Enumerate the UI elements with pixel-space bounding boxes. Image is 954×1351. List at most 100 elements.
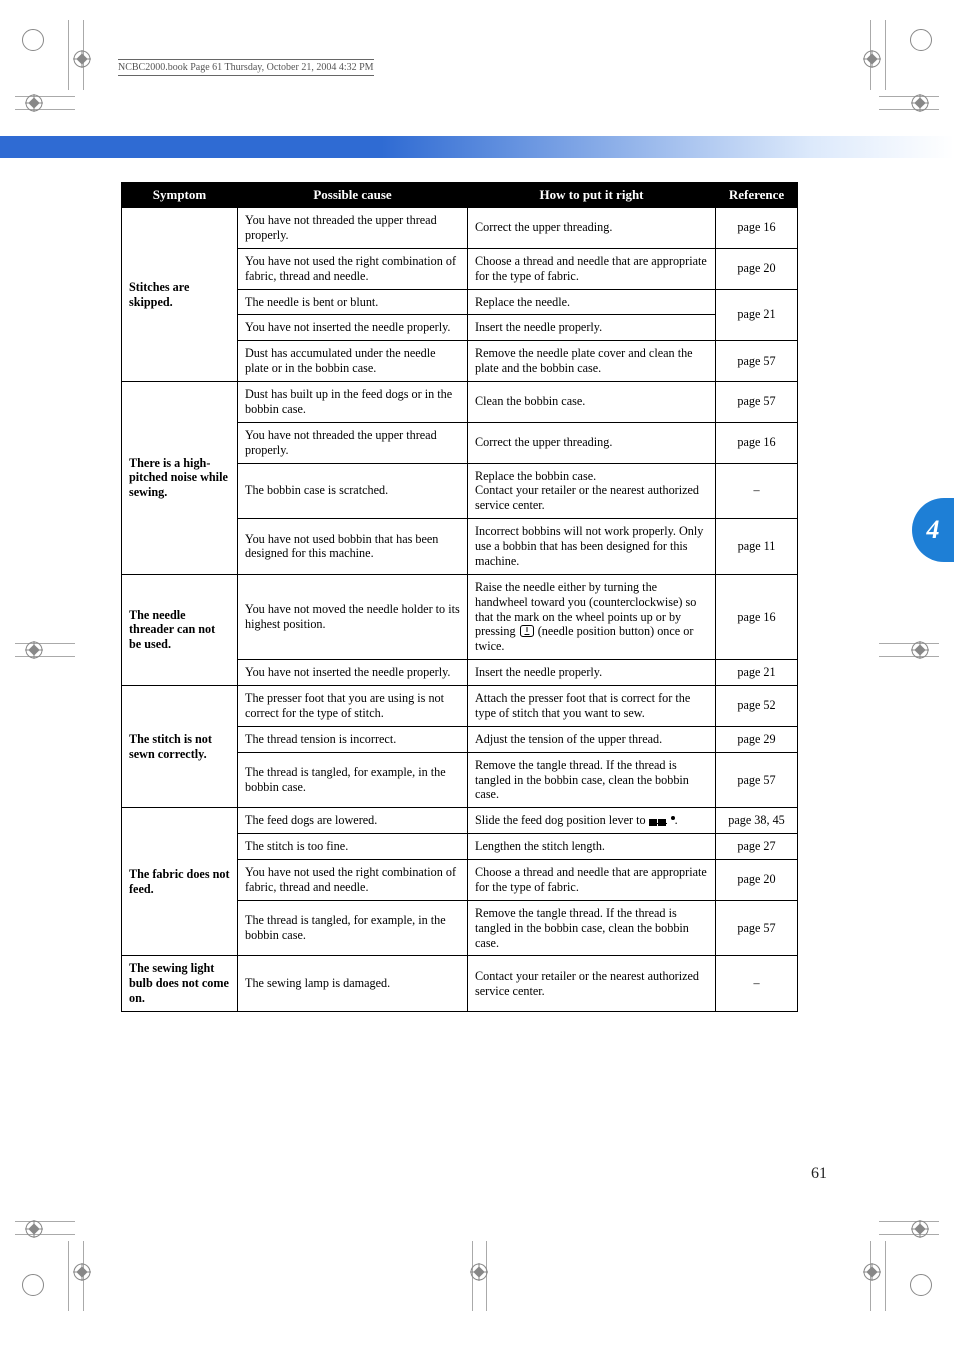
crop-rule — [885, 20, 886, 90]
cause-cell: You have not threaded the upper thread p… — [238, 422, 468, 463]
col-header-ref: Reference — [716, 183, 798, 208]
crop-target-icon — [911, 94, 929, 112]
crop-mark-br — [910, 1274, 932, 1301]
reference-cell: page 57 — [716, 752, 798, 808]
cause-cell: You have not used the right combination … — [238, 248, 468, 289]
crop-rule — [15, 96, 75, 97]
fix-cell: Adjust the tension of the upper thread. — [468, 726, 716, 752]
cause-cell: You have not used bobbin that has been d… — [238, 519, 468, 575]
reference-cell: page 16 — [716, 574, 798, 659]
reference-cell: page 16 — [716, 422, 798, 463]
crop-rule — [15, 1221, 75, 1222]
fix-cell: Choose a thread and needle that are appr… — [468, 860, 716, 901]
cause-cell: The stitch is too fine. — [238, 834, 468, 860]
troubleshooting-table: Symptom Possible cause How to put it rig… — [121, 182, 798, 1012]
page-number: 61 — [811, 1165, 827, 1183]
reference-cell: page 21 — [716, 289, 798, 341]
crop-mark-tr — [910, 29, 932, 56]
reference-cell: page 57 — [716, 382, 798, 423]
cause-cell: The needle is bent or blunt. — [238, 289, 468, 315]
fix-cell: Choose a thread and needle that are appr… — [468, 248, 716, 289]
table-row: The sewing light bulb does not come on.T… — [122, 956, 798, 1012]
fix-cell: Replace the bobbin case.Contact your ret… — [468, 463, 716, 519]
symptom-cell: The stitch is not sewn correctly. — [122, 686, 238, 808]
col-header-symptom: Symptom — [122, 183, 238, 208]
crop-rule — [15, 1234, 75, 1235]
symptom-cell: The fabric does not feed. — [122, 808, 238, 956]
cause-cell: The feed dogs are lowered. — [238, 808, 468, 834]
troubleshooting-table-wrap: Symptom Possible cause How to put it rig… — [121, 182, 797, 1012]
cause-cell: You have not moved the needle holder to … — [238, 574, 468, 659]
cause-cell: The thread is tangled, for example, in t… — [238, 752, 468, 808]
reference-cell: page 21 — [716, 660, 798, 686]
reference-cell: page 20 — [716, 860, 798, 901]
fix-cell: Clean the bobbin case. — [468, 382, 716, 423]
reference-cell: page 52 — [716, 686, 798, 727]
crop-rule — [879, 643, 939, 644]
crop-target-icon — [911, 1220, 929, 1238]
crop-rule — [879, 1221, 939, 1222]
crop-target-icon — [73, 50, 91, 68]
table-header-row: Symptom Possible cause How to put it rig… — [122, 183, 798, 208]
crop-target-icon — [911, 641, 929, 659]
crop-rule — [15, 109, 75, 110]
fix-cell: Remove the needle plate cover and clean … — [468, 341, 716, 382]
crop-target-icon — [25, 1220, 43, 1238]
fix-cell: Contact your retailer or the nearest aut… — [468, 956, 716, 1012]
cause-cell: You have not threaded the upper thread p… — [238, 208, 468, 249]
fix-cell: Correct the upper threading. — [468, 422, 716, 463]
cause-cell: You have not used the right combination … — [238, 860, 468, 901]
book-file-info-text: NCBC2000.book Page 61 Thursday, October … — [118, 62, 374, 73]
fix-cell: Remove the tangle thread. If the thread … — [468, 752, 716, 808]
reference-cell: – — [716, 956, 798, 1012]
crop-mark-bl — [22, 1274, 44, 1301]
reference-cell: page 27 — [716, 834, 798, 860]
symptom-cell: The needle threader can not be used. — [122, 574, 238, 685]
crop-target-icon — [25, 94, 43, 112]
fix-cell: Lengthen the stitch length. — [468, 834, 716, 860]
fix-cell: Correct the upper threading. — [468, 208, 716, 249]
cause-cell: Dust has built up in the feed dogs or in… — [238, 382, 468, 423]
reference-cell: page 38, 45 — [716, 808, 798, 834]
crop-rule — [15, 656, 75, 657]
cause-cell: You have not inserted the needle properl… — [238, 660, 468, 686]
cause-cell: You have not inserted the needle properl… — [238, 315, 468, 341]
crop-target-icon — [863, 50, 881, 68]
reference-cell: page 57 — [716, 900, 798, 956]
table-row: There is a high-pitched noise while sewi… — [122, 382, 798, 423]
col-header-fix: How to put it right — [468, 183, 716, 208]
crop-rule — [879, 656, 939, 657]
crop-rule — [15, 643, 75, 644]
section-tab: 4 — [912, 498, 954, 562]
reference-cell: page 20 — [716, 248, 798, 289]
fix-cell: Insert the needle properly. — [468, 315, 716, 341]
cause-cell: The thread is tangled, for example, in t… — [238, 900, 468, 956]
cause-cell: The bobbin case is scratched. — [238, 463, 468, 519]
cause-cell: Dust has accumulated under the needle pl… — [238, 341, 468, 382]
crop-rule — [885, 1241, 886, 1311]
fix-cell: Slide the feed dog position lever to . — [468, 808, 716, 834]
section-tab-number: 4 — [927, 515, 940, 544]
table-row: The fabric does not feed.The feed dogs a… — [122, 808, 798, 834]
crop-rule — [879, 96, 939, 97]
crop-target-icon — [25, 641, 43, 659]
symptom-cell: The sewing light bulb does not come on. — [122, 956, 238, 1012]
symptom-cell: There is a high-pitched noise while sewi… — [122, 382, 238, 575]
col-header-cause: Possible cause — [238, 183, 468, 208]
crop-rule — [879, 1234, 939, 1235]
crop-target-icon — [863, 1263, 881, 1281]
reference-cell: – — [716, 463, 798, 519]
fix-cell: Insert the needle properly. — [468, 660, 716, 686]
header-gradient-band — [0, 136, 954, 158]
cause-cell: The thread tension is incorrect. — [238, 726, 468, 752]
symptom-cell: Stitches are skipped. — [122, 208, 238, 382]
crop-rule — [879, 109, 939, 110]
fix-cell: Remove the tangle thread. If the thread … — [468, 900, 716, 956]
crop-rule — [68, 1241, 69, 1311]
reference-cell: page 29 — [716, 726, 798, 752]
crop-mark-tl — [22, 29, 44, 56]
reference-cell: page 11 — [716, 519, 798, 575]
fix-cell: Replace the needle. — [468, 289, 716, 315]
table-row: The stitch is not sewn correctly.The pre… — [122, 686, 798, 727]
reference-cell: page 16 — [716, 208, 798, 249]
